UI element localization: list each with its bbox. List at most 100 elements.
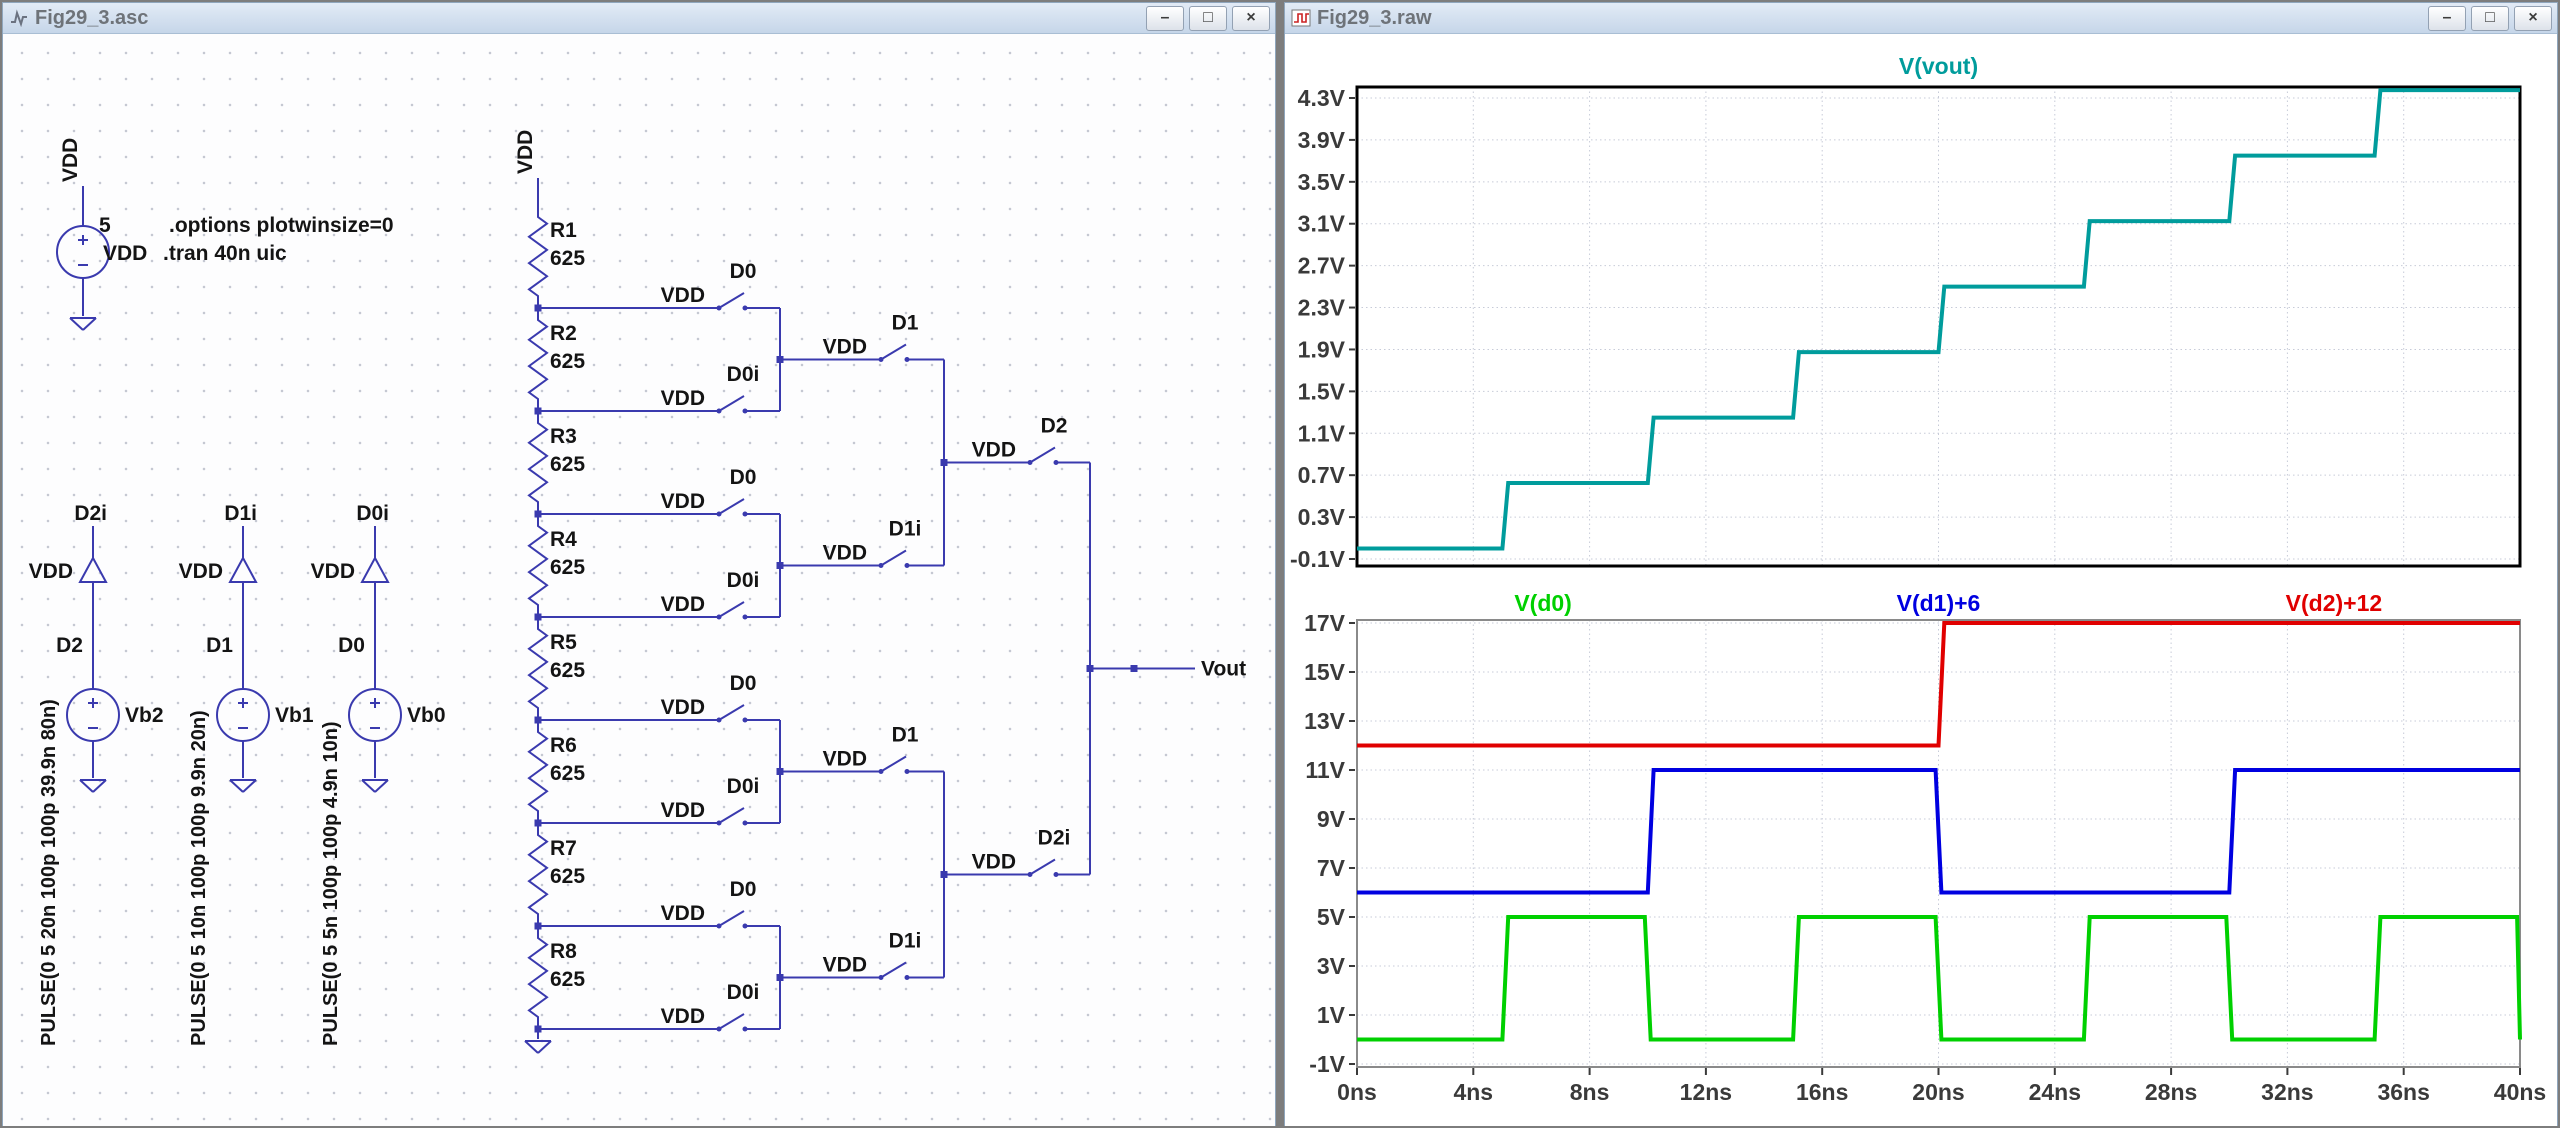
waveform-canvas[interactable]: 4.3V 3.9V 3.5V 3.1V 2.7V 2.3V 1.9V 1.5V 1.1V 0.7V…: [1285, 34, 2557, 1126]
y-axis-label[interactable]: 1.5V: [1298, 378, 1346, 404]
source-pulse-value[interactable]: PULSE(0 5 5n 100p 100p 4.9n 10n): [320, 721, 342, 1046]
trace-title[interactable]: V(vout): [1899, 53, 1978, 79]
source-value[interactable]: 5: [99, 214, 111, 237]
y-axis-label[interactable]: 3.1V: [1298, 211, 1346, 237]
y-axis-label[interactable]: 15V: [1304, 659, 1346, 685]
net-label[interactable]: D2i: [74, 502, 107, 525]
y-axis-label[interactable]: 7V: [1317, 855, 1346, 881]
resistor-symbol[interactable]: [527, 617, 549, 720]
y-axis-label[interactable]: 0.3V: [1298, 504, 1346, 530]
resistor-value[interactable]: 625: [550, 968, 585, 991]
resistor-name[interactable]: R2: [550, 322, 577, 345]
resistor-symbol[interactable]: [527, 308, 549, 411]
voltage-source-symbol[interactable]: [348, 688, 402, 742]
y-axis-label[interactable]: 3.9V: [1298, 127, 1346, 153]
net-label[interactable]: D1: [206, 634, 233, 657]
spice-directive[interactable]: .tran 40n uic: [163, 242, 287, 265]
switch-gate-label[interactable]: VDD: [661, 490, 705, 513]
waveform-titlebar[interactable]: Fig29_3.raw – □ ×: [1285, 3, 2557, 34]
switch-symbol[interactable]: [998, 858, 1090, 878]
switch-symbol[interactable]: [687, 1013, 780, 1032]
switch-control-label[interactable]: D1i: [889, 930, 922, 953]
x-axis-label[interactable]: 40ns: [2494, 1079, 2546, 1105]
net-label-vdd[interactable]: VDD: [514, 130, 537, 174]
switch-gate-label[interactable]: VDD: [661, 593, 705, 616]
net-label[interactable]: D2: [56, 634, 83, 657]
trace-V(d1)+6[interactable]: [1357, 768, 2520, 895]
switch-symbol[interactable]: [849, 755, 944, 775]
y-axis-label[interactable]: 9V: [1317, 806, 1346, 832]
y-axis-label[interactable]: 3.5V: [1298, 169, 1346, 195]
ground-symbol[interactable]: [229, 779, 257, 793]
y-axis-label[interactable]: 11V: [1305, 757, 1345, 783]
switch-gate-label[interactable]: VDD: [661, 387, 705, 410]
source-name[interactable]: Vb0: [407, 704, 446, 727]
y-axis-label[interactable]: 5V: [1317, 904, 1346, 930]
switch-symbol[interactable]: [687, 601, 780, 620]
ground-symbol[interactable]: [69, 317, 97, 331]
net-label[interactable]: D1i: [224, 502, 257, 525]
switch-gate-label[interactable]: VDD: [661, 284, 705, 307]
switch-symbol[interactable]: [687, 498, 780, 517]
net-label-vdd[interactable]: VDD: [311, 560, 355, 583]
resistor-symbol[interactable]: [527, 823, 549, 926]
x-axis-label[interactable]: 8ns: [1570, 1079, 1610, 1105]
restore-button[interactable]: □: [2471, 5, 2509, 31]
trace-V(d0)[interactable]: [1357, 915, 2522, 1042]
x-axis-label[interactable]: 16ns: [1796, 1079, 1848, 1105]
resistor-value[interactable]: 625: [550, 659, 585, 682]
voltage-source-symbol[interactable]: [216, 688, 270, 742]
switch-gate-label[interactable]: VDD: [661, 902, 705, 925]
y-axis-label[interactable]: 1.9V: [1298, 336, 1346, 362]
switch-symbol[interactable]: [687, 910, 780, 929]
resistor-name[interactable]: R6: [550, 734, 577, 757]
trace-V(d2)+12[interactable]: [1357, 621, 2520, 748]
switch-gate-label[interactable]: VDD: [972, 439, 1016, 462]
y-axis-label[interactable]: -0.1V: [1290, 546, 1346, 572]
switch-gate-label[interactable]: VDD: [661, 696, 705, 719]
switch-control-label[interactable]: D0i: [727, 569, 760, 592]
switch-gate-label[interactable]: VDD: [661, 799, 705, 822]
resistor-value[interactable]: 625: [550, 762, 585, 785]
resistor-value[interactable]: 625: [550, 350, 585, 373]
resistor-symbol[interactable]: [527, 411, 549, 514]
source-name[interactable]: VDD: [103, 242, 147, 265]
x-axis-label[interactable]: 20ns: [1912, 1079, 1964, 1105]
trace-title[interactable]: V(d2)+12: [2286, 590, 2383, 616]
ground-symbol[interactable]: [79, 779, 107, 793]
switch-control-label[interactable]: D0: [730, 260, 757, 283]
net-label[interactable]: D0: [338, 634, 365, 657]
switch-control-label[interactable]: D0: [730, 466, 757, 489]
switch-control-label[interactable]: D0: [730, 672, 757, 695]
switch-symbol[interactable]: [849, 549, 944, 569]
switch-symbol[interactable]: [849, 343, 944, 363]
buffer-symbol[interactable]: [78, 555, 108, 583]
close-button[interactable]: ×: [1232, 5, 1270, 31]
switch-symbol[interactable]: [687, 704, 780, 723]
resistor-name[interactable]: R8: [550, 940, 577, 963]
switch-symbol[interactable]: [998, 446, 1090, 466]
trace-title[interactable]: V(d0): [1514, 590, 1572, 616]
resistor-name[interactable]: R5: [550, 631, 577, 654]
resistor-symbol[interactable]: [527, 926, 549, 1029]
switch-control-label[interactable]: D0i: [727, 775, 760, 798]
restore-button[interactable]: □: [1189, 5, 1227, 31]
y-axis-label[interactable]: 2.7V: [1298, 253, 1346, 279]
y-axis-label[interactable]: 1.1V: [1298, 420, 1346, 446]
waveform-plot[interactable]: 4.3V 3.9V 3.5V 3.1V 2.7V 2.3V 1.9V 1.5V 1.1V 0.7V…: [1285, 34, 2557, 1126]
resistor-value[interactable]: 625: [550, 453, 585, 476]
x-axis-label[interactable]: 28ns: [2145, 1079, 2197, 1105]
switch-control-label[interactable]: D1: [892, 724, 919, 747]
spice-directive[interactable]: .options plotwinsize=0: [169, 214, 394, 237]
plot-pane-border[interactable]: [1355, 85, 2522, 568]
net-label-vdd[interactable]: VDD: [179, 560, 223, 583]
x-axis-label[interactable]: 12ns: [1680, 1079, 1732, 1105]
resistor-symbol[interactable]: [527, 205, 549, 308]
schematic-drawing[interactable]: VDD 5 VDD .options plotwinsize=0 .tran 40n u…: [3, 34, 1275, 1126]
resistor-value[interactable]: 625: [550, 247, 585, 270]
minimize-button[interactable]: –: [1146, 5, 1184, 31]
x-axis-label[interactable]: 32ns: [2261, 1079, 2313, 1105]
x-axis-label[interactable]: 0ns: [1337, 1079, 1377, 1105]
resistor-symbol[interactable]: [527, 514, 549, 617]
switch-control-label[interactable]: D2: [1041, 415, 1068, 438]
